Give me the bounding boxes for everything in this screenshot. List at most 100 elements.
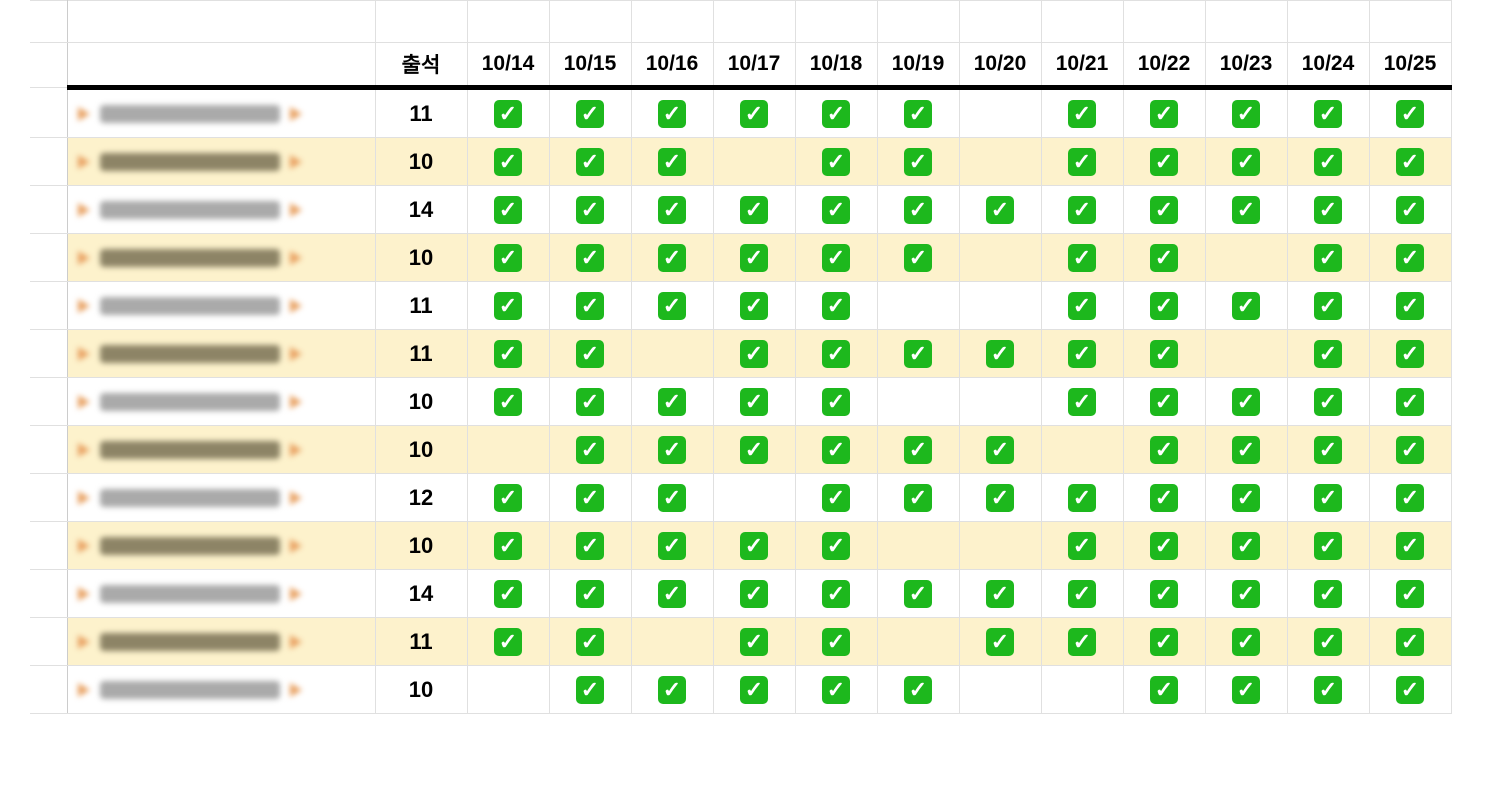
check-cell[interactable]: ✓ xyxy=(958,185,1042,234)
check-cell[interactable]: ✓ xyxy=(1040,233,1124,282)
check-cell[interactable]: ✓ xyxy=(1286,185,1370,234)
row-header[interactable] xyxy=(30,377,68,426)
check-cell[interactable]: ✓ xyxy=(1204,137,1288,186)
check-cell[interactable] xyxy=(958,377,1042,426)
attendance-cell[interactable]: 14 xyxy=(374,185,468,234)
attendance-cell[interactable]: 12 xyxy=(374,473,468,522)
name-cell[interactable] xyxy=(66,87,376,138)
cell[interactable] xyxy=(466,0,550,43)
check-cell[interactable]: ✓ xyxy=(1368,233,1452,282)
check-cell[interactable]: ✓ xyxy=(548,425,632,474)
check-cell[interactable]: ✓ xyxy=(794,137,878,186)
date-header-cell[interactable]: 10/24 xyxy=(1286,42,1370,90)
check-cell[interactable]: ✓ xyxy=(1040,617,1124,666)
check-cell[interactable]: ✓ xyxy=(1122,473,1206,522)
check-cell[interactable] xyxy=(712,473,796,522)
check-cell[interactable]: ✓ xyxy=(466,185,550,234)
check-cell[interactable] xyxy=(1204,233,1288,282)
check-cell[interactable]: ✓ xyxy=(548,569,632,618)
attendance-cell[interactable]: 11 xyxy=(374,87,468,138)
attendance-cell[interactable]: 11 xyxy=(374,281,468,330)
check-cell[interactable]: ✓ xyxy=(630,377,714,426)
check-cell[interactable]: ✓ xyxy=(1368,281,1452,330)
name-cell[interactable] xyxy=(66,329,376,378)
check-cell[interactable]: ✓ xyxy=(794,617,878,666)
attendance-cell[interactable]: 11 xyxy=(374,617,468,666)
check-cell[interactable]: ✓ xyxy=(466,233,550,282)
check-cell[interactable]: ✓ xyxy=(876,425,960,474)
check-cell[interactable]: ✓ xyxy=(1040,87,1124,138)
name-cell[interactable] xyxy=(66,473,376,522)
check-cell[interactable]: ✓ xyxy=(1040,377,1124,426)
check-cell[interactable]: ✓ xyxy=(1368,377,1452,426)
check-cell[interactable]: ✓ xyxy=(794,233,878,282)
check-cell[interactable]: ✓ xyxy=(1204,521,1288,570)
check-cell[interactable]: ✓ xyxy=(1286,665,1370,714)
check-cell[interactable]: ✓ xyxy=(630,233,714,282)
check-cell[interactable]: ✓ xyxy=(1204,377,1288,426)
attendance-cell[interactable]: 11 xyxy=(374,329,468,378)
attendance-cell[interactable]: 14 xyxy=(374,569,468,618)
check-cell[interactable]: ✓ xyxy=(1368,329,1452,378)
name-cell[interactable] xyxy=(66,665,376,714)
row-header[interactable] xyxy=(30,137,68,186)
check-cell[interactable]: ✓ xyxy=(548,521,632,570)
check-cell[interactable] xyxy=(712,137,796,186)
check-cell[interactable]: ✓ xyxy=(466,617,550,666)
check-cell[interactable] xyxy=(958,233,1042,282)
cell[interactable] xyxy=(958,0,1042,43)
check-cell[interactable]: ✓ xyxy=(1122,617,1206,666)
check-cell[interactable]: ✓ xyxy=(1122,281,1206,330)
check-cell[interactable]: ✓ xyxy=(548,617,632,666)
check-cell[interactable]: ✓ xyxy=(1368,473,1452,522)
cell[interactable] xyxy=(712,0,796,43)
check-cell[interactable]: ✓ xyxy=(1286,329,1370,378)
check-cell[interactable]: ✓ xyxy=(630,665,714,714)
row-header[interactable] xyxy=(30,281,68,330)
check-cell[interactable]: ✓ xyxy=(876,137,960,186)
check-cell[interactable]: ✓ xyxy=(1368,185,1452,234)
check-cell[interactable]: ✓ xyxy=(1040,521,1124,570)
check-cell[interactable] xyxy=(630,329,714,378)
check-cell[interactable]: ✓ xyxy=(958,473,1042,522)
check-cell[interactable]: ✓ xyxy=(1122,377,1206,426)
check-cell[interactable]: ✓ xyxy=(630,521,714,570)
check-cell[interactable] xyxy=(958,137,1042,186)
attendance-cell[interactable]: 10 xyxy=(374,665,468,714)
row-header[interactable] xyxy=(30,233,68,282)
check-cell[interactable]: ✓ xyxy=(1122,329,1206,378)
check-cell[interactable]: ✓ xyxy=(1368,617,1452,666)
check-cell[interactable]: ✓ xyxy=(466,137,550,186)
check-cell[interactable]: ✓ xyxy=(466,329,550,378)
check-cell[interactable]: ✓ xyxy=(630,569,714,618)
check-cell[interactable]: ✓ xyxy=(1368,665,1452,714)
check-cell[interactable]: ✓ xyxy=(1122,569,1206,618)
check-cell[interactable]: ✓ xyxy=(958,569,1042,618)
date-header-cell[interactable]: 10/16 xyxy=(630,42,714,90)
name-cell[interactable] xyxy=(66,137,376,186)
check-cell[interactable] xyxy=(958,87,1042,138)
check-cell[interactable] xyxy=(1204,329,1288,378)
check-cell[interactable]: ✓ xyxy=(1122,137,1206,186)
check-cell[interactable]: ✓ xyxy=(1122,521,1206,570)
check-cell[interactable]: ✓ xyxy=(1204,617,1288,666)
check-cell[interactable]: ✓ xyxy=(1204,185,1288,234)
date-header-cell[interactable]: 10/23 xyxy=(1204,42,1288,90)
name-cell[interactable] xyxy=(66,425,376,474)
cell[interactable] xyxy=(66,0,376,43)
name-header-cell[interactable] xyxy=(66,42,376,90)
check-cell[interactable]: ✓ xyxy=(548,87,632,138)
check-cell[interactable]: ✓ xyxy=(876,569,960,618)
check-cell[interactable]: ✓ xyxy=(1122,87,1206,138)
row-header[interactable] xyxy=(30,473,68,522)
check-cell[interactable]: ✓ xyxy=(466,473,550,522)
check-cell[interactable]: ✓ xyxy=(1286,137,1370,186)
check-cell[interactable]: ✓ xyxy=(1286,87,1370,138)
check-cell[interactable]: ✓ xyxy=(466,281,550,330)
cell[interactable] xyxy=(1204,0,1288,43)
check-cell[interactable]: ✓ xyxy=(466,87,550,138)
check-cell[interactable]: ✓ xyxy=(630,425,714,474)
check-cell[interactable]: ✓ xyxy=(712,521,796,570)
row-header[interactable] xyxy=(30,425,68,474)
check-cell[interactable]: ✓ xyxy=(794,185,878,234)
